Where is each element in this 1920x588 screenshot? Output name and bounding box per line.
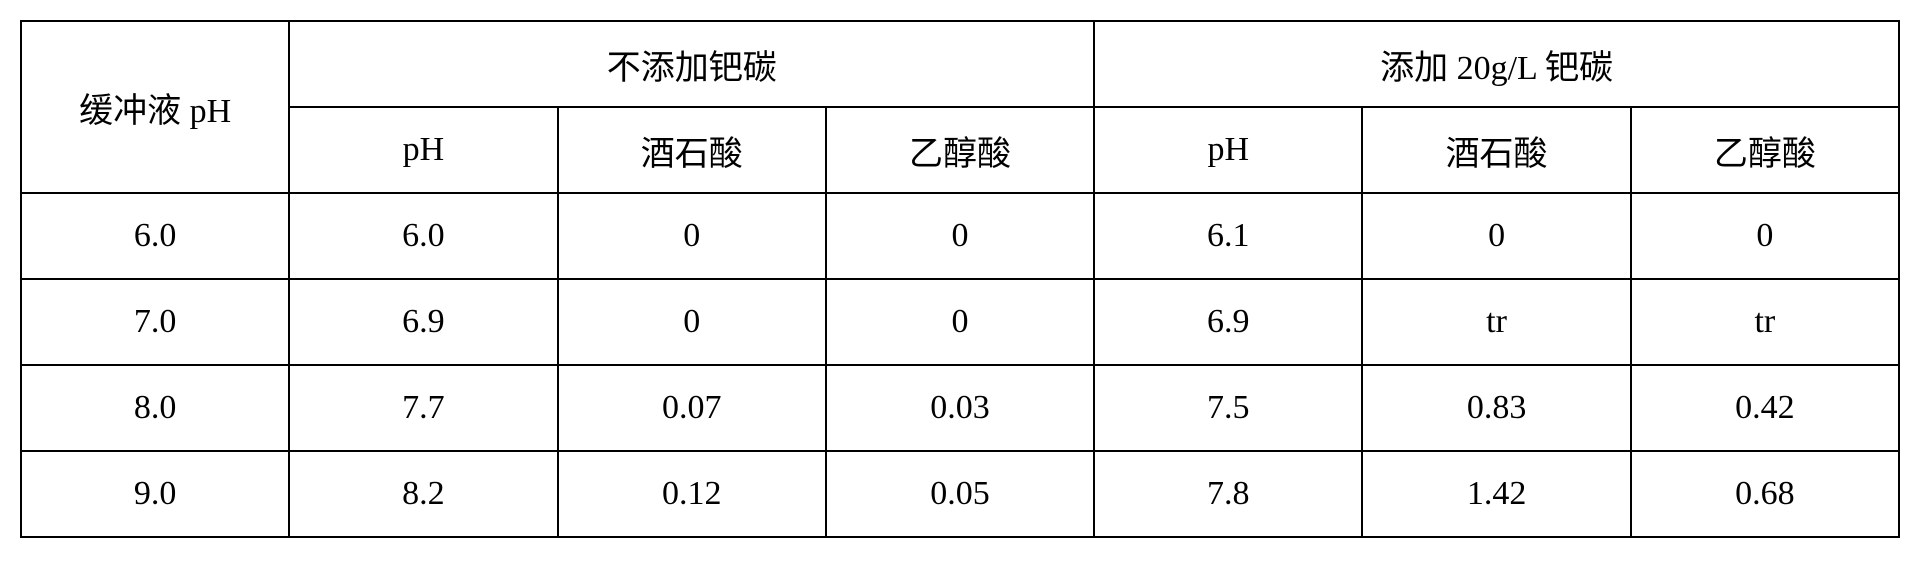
cell-b-ph: 7.8 [1094,451,1362,537]
cell-b-glyc: tr [1631,279,1899,365]
subheader-a-tartaric: 酒石酸 [558,107,826,193]
header-group-with-pdc: 添加 20g/L 钯碳 [1094,21,1899,107]
header-buffer-ph: 缓冲液 pH [21,21,289,193]
header-group-no-pdc: 不添加钯碳 [289,21,1094,107]
cell-a-tart: 0.07 [558,365,826,451]
cell-b-glyc: 0 [1631,193,1899,279]
subheader-a-ph: pH [289,107,557,193]
cell-b-tart: tr [1362,279,1630,365]
cell-a-glyc: 0.05 [826,451,1094,537]
cell-b-tart: 0 [1362,193,1630,279]
subheader-b-glycolic: 乙醇酸 [1631,107,1899,193]
table-header-row-2: pH 酒石酸 乙醇酸 pH 酒石酸 乙醇酸 [21,107,1899,193]
cell-buffer: 6.0 [21,193,289,279]
cell-b-ph: 6.9 [1094,279,1362,365]
cell-buffer: 8.0 [21,365,289,451]
cell-a-glyc: 0.03 [826,365,1094,451]
cell-a-ph: 6.9 [289,279,557,365]
cell-a-tart: 0 [558,279,826,365]
cell-b-ph: 6.1 [1094,193,1362,279]
cell-a-tart: 0 [558,193,826,279]
cell-buffer: 9.0 [21,451,289,537]
cell-a-ph: 8.2 [289,451,557,537]
table-row: 7.0 6.9 0 0 6.9 tr tr [21,279,1899,365]
cell-a-ph: 7.7 [289,365,557,451]
cell-a-glyc: 0 [826,279,1094,365]
subheader-b-tartaric: 酒石酸 [1362,107,1630,193]
cell-b-tart: 0.83 [1362,365,1630,451]
table-row: 6.0 6.0 0 0 6.1 0 0 [21,193,1899,279]
cell-a-ph: 6.0 [289,193,557,279]
subheader-b-ph: pH [1094,107,1362,193]
cell-buffer: 7.0 [21,279,289,365]
subheader-a-glycolic: 乙醇酸 [826,107,1094,193]
data-table: 缓冲液 pH 不添加钯碳 添加 20g/L 钯碳 pH 酒石酸 乙醇酸 pH 酒… [20,20,1900,538]
cell-b-glyc: 0.42 [1631,365,1899,451]
cell-a-tart: 0.12 [558,451,826,537]
table-row: 8.0 7.7 0.07 0.03 7.5 0.83 0.42 [21,365,1899,451]
cell-b-tart: 1.42 [1362,451,1630,537]
cell-a-glyc: 0 [826,193,1094,279]
table-row: 9.0 8.2 0.12 0.05 7.8 1.42 0.68 [21,451,1899,537]
cell-b-glyc: 0.68 [1631,451,1899,537]
cell-b-ph: 7.5 [1094,365,1362,451]
table-header-row-1: 缓冲液 pH 不添加钯碳 添加 20g/L 钯碳 [21,21,1899,107]
